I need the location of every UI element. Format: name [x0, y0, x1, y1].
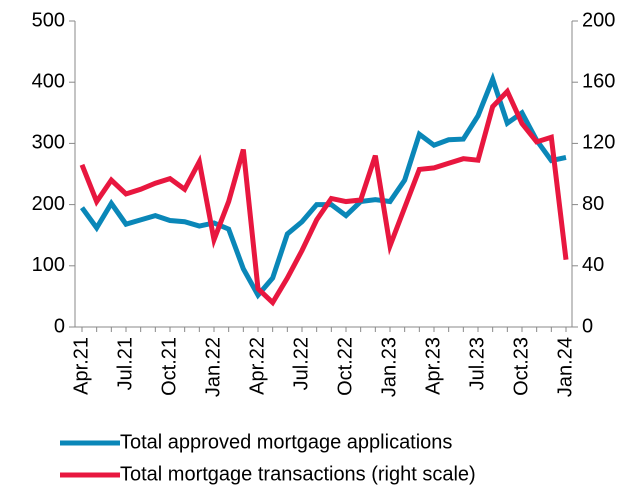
x-tick-label: Oct.21: [158, 337, 180, 396]
x-tick-label: Jan.22: [202, 337, 224, 397]
y-tick-label: 400: [32, 70, 65, 92]
x-tick-label: Oct.22: [334, 337, 356, 396]
y-tick-label: 300: [32, 132, 65, 154]
x-tick-label: Jul.23: [466, 337, 488, 390]
x-tick-label: Jul.22: [290, 337, 312, 390]
x-tick-label: Apr.21: [70, 337, 92, 395]
x-tick-label: Apr.22: [246, 337, 268, 395]
x-tick-label: Apr.23: [422, 337, 444, 395]
x-tick-label: Jan.23: [378, 337, 400, 397]
x-tick-label: Oct.23: [510, 337, 532, 396]
y2-tick-label: 40: [582, 254, 604, 276]
y2-tick-label: 120: [582, 132, 615, 154]
y-tick-label: 0: [54, 315, 65, 337]
x-tick-label: Jan.24: [554, 337, 576, 397]
x-tick-label: Jul.21: [114, 337, 136, 390]
series-line: [79, 71, 567, 300]
y2-tick-label: 160: [582, 70, 615, 92]
y-tick-label: 100: [32, 254, 65, 276]
legend-label: Total approved mortgage applications: [120, 431, 452, 453]
y2-tick-label: 200: [582, 9, 615, 31]
y2-tick-label: 80: [582, 193, 604, 215]
y-tick-label: 500: [32, 9, 65, 31]
y-tick-label: 200: [32, 193, 65, 215]
y2-tick-label: 0: [582, 315, 593, 337]
series-line: [79, 86, 569, 307]
legend-label: Total mortgage transactions (right scale…: [120, 463, 476, 485]
